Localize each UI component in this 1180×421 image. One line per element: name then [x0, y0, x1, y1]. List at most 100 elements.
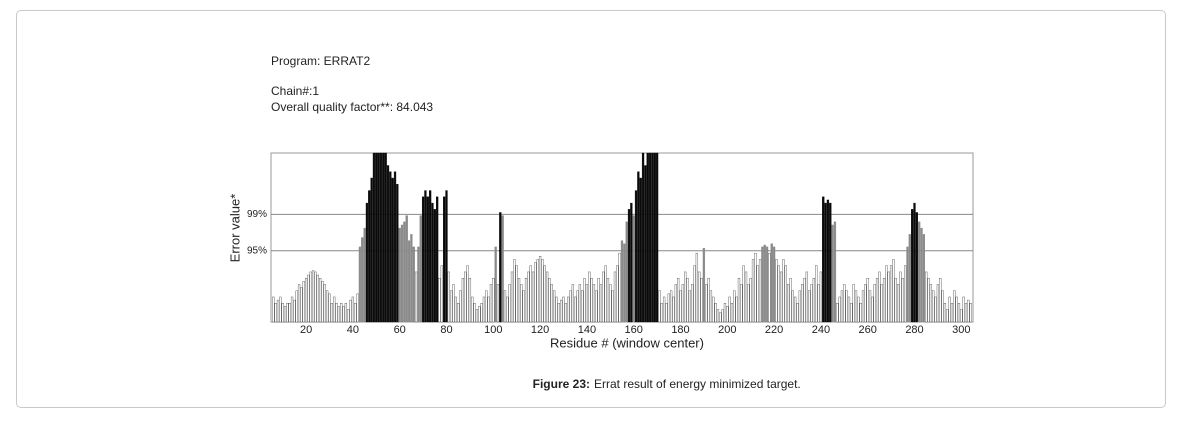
bar	[702, 247, 706, 323]
bar	[349, 299, 352, 323]
bar	[342, 306, 345, 323]
bar	[583, 277, 586, 323]
bar	[761, 246, 764, 323]
bar	[854, 290, 858, 323]
bar	[503, 290, 507, 323]
bar	[620, 240, 624, 323]
bar	[925, 271, 928, 323]
bar	[450, 290, 453, 323]
bar	[581, 290, 584, 323]
bar	[831, 224, 834, 323]
bar	[499, 212, 502, 323]
bar	[410, 234, 413, 323]
bar	[529, 265, 532, 323]
bar	[913, 202, 916, 323]
bar	[667, 293, 670, 323]
bar	[618, 252, 621, 323]
bar	[826, 199, 830, 323]
bar	[686, 277, 689, 323]
bar	[915, 212, 918, 323]
bar	[887, 271, 890, 323]
bar	[281, 303, 284, 323]
bar	[613, 271, 617, 323]
bar	[775, 259, 778, 323]
bar	[803, 277, 806, 323]
bar	[829, 202, 832, 323]
bar	[496, 284, 500, 323]
bar	[414, 271, 418, 323]
bar	[389, 171, 392, 323]
bar	[822, 196, 825, 323]
y-tick-label: 99%	[247, 209, 267, 220]
bar	[557, 303, 560, 323]
bar	[721, 309, 724, 323]
bar	[386, 165, 390, 323]
bar	[365, 202, 369, 323]
bar	[347, 309, 350, 323]
bar	[396, 184, 399, 323]
bar	[896, 284, 900, 323]
bar	[843, 284, 846, 323]
bar	[670, 290, 673, 323]
bar	[433, 209, 436, 323]
x-tick-label: 140	[578, 324, 596, 336]
bar	[606, 277, 610, 323]
bar	[602, 271, 605, 323]
bar	[459, 290, 462, 323]
bar	[845, 290, 848, 323]
bar	[309, 271, 312, 323]
bar	[569, 290, 572, 323]
bar	[763, 244, 766, 323]
bar	[758, 259, 762, 323]
bar	[833, 221, 837, 323]
x-axis-title: Residue # (window center)	[550, 335, 704, 350]
bar	[751, 259, 755, 323]
bar	[475, 309, 479, 323]
bar	[466, 265, 469, 323]
bar	[520, 284, 523, 323]
bar	[316, 274, 319, 323]
bar	[684, 271, 687, 323]
bar	[471, 296, 474, 323]
bar	[307, 274, 310, 323]
bar	[419, 215, 422, 323]
bar	[464, 271, 467, 323]
bar	[436, 196, 439, 323]
bar	[393, 171, 397, 323]
x-tick-label: 200	[718, 324, 736, 336]
bar	[817, 284, 820, 323]
bar	[283, 306, 287, 323]
bar	[868, 290, 872, 323]
bar	[553, 290, 556, 323]
bar	[625, 221, 628, 323]
bar	[904, 265, 907, 323]
bar	[742, 265, 745, 323]
bar	[779, 271, 783, 323]
bar	[740, 284, 743, 323]
bar	[335, 303, 338, 323]
bar	[361, 237, 364, 323]
bar	[567, 296, 570, 323]
bar	[445, 190, 448, 323]
bar	[733, 290, 736, 323]
bar	[438, 277, 441, 323]
bar	[707, 277, 710, 323]
y-tick-label: 95%	[247, 245, 267, 256]
bar	[314, 271, 317, 323]
chain: Chain#:1	[271, 84, 319, 98]
bar	[571, 284, 574, 323]
bar	[564, 303, 567, 323]
x-tick-label: 20	[300, 324, 312, 336]
bar	[679, 290, 682, 323]
bar	[719, 312, 722, 323]
bar	[527, 271, 530, 323]
bar	[840, 290, 844, 323]
bar	[506, 296, 509, 323]
bar	[487, 296, 490, 323]
bar	[892, 259, 895, 323]
bar	[611, 290, 614, 323]
bar	[798, 290, 801, 323]
bar	[485, 290, 488, 323]
bar	[548, 277, 551, 323]
